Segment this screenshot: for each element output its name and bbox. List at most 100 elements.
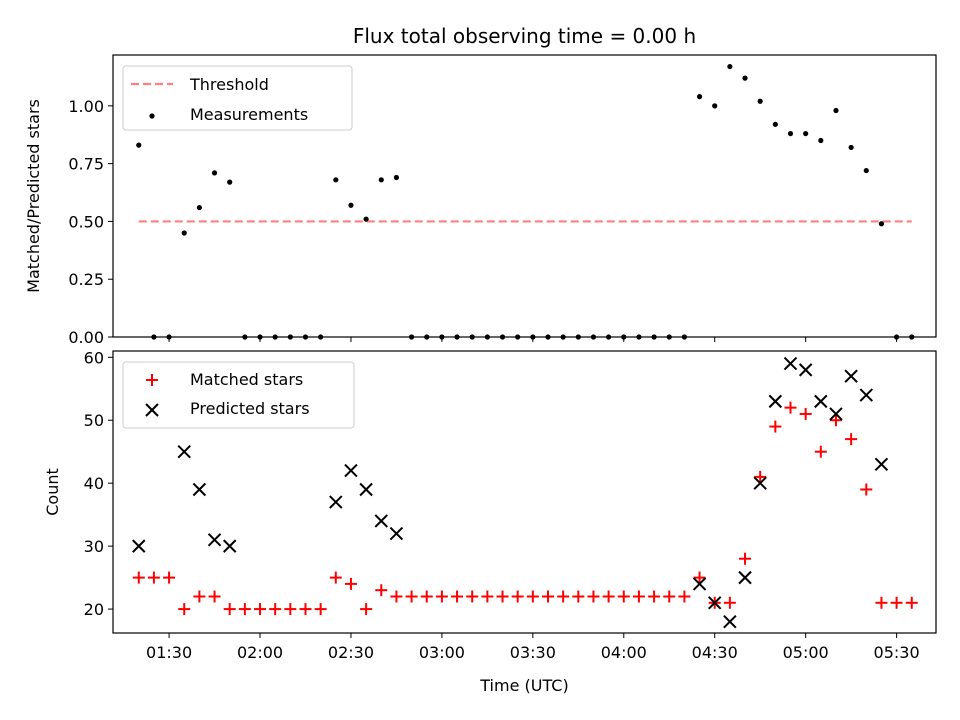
bottom-x-tick-label: 05:30 [874,643,920,662]
bottom-legend: Matched stars Predicted stars [122,361,355,429]
bottom-plot-area [132,356,918,629]
matched-star-point [602,590,615,603]
predicted-star-point [738,570,752,585]
measurement-point [227,179,233,185]
matched-star-point [466,590,479,603]
matched-star-point [481,590,494,603]
measurement-point [211,170,218,176]
bottom-y-tick-label: 40 [84,474,104,493]
bottom-x-tick-label: 02:00 [237,643,283,662]
top-legend-box [122,65,353,131]
matched-star-point [435,590,448,603]
top-chart-title: Flux total observing time = 0.00 h [353,24,696,48]
matched-star-point [769,420,782,433]
matched-star-point [390,590,403,603]
matched-legend-label: Matched stars [190,370,303,389]
bottom-x-tick-label: 02:30 [328,643,374,662]
predicted-star-point [859,388,873,402]
top-y-axis: 0.00 0.25 0.50 0.75 1.00 [68,97,113,347]
matched-star-point [344,577,357,590]
predicted-star-point [874,457,889,472]
bottom-x-tick-label: 03:30 [510,643,556,662]
matched-star-point [557,590,570,603]
measurement-point [863,167,869,174]
matched-star-point [223,603,236,616]
measurement-point [363,216,369,222]
measurement-point [742,75,748,81]
top-y-tick-label: 0.00 [68,328,104,347]
bottom-x-tick-label: 01:30 [146,643,192,662]
predicted-star-point [177,445,191,459]
measurement-point [136,142,142,148]
matched-star-point [254,603,267,616]
measurement-point [196,204,202,211]
measurement-point [787,130,794,137]
measurement-point [333,177,339,183]
matched-star-point [329,571,342,584]
measurements-legend-swatch [149,113,155,119]
measurement-point [393,174,400,181]
top-y-tick-label: 0.75 [68,155,104,174]
matched-star-point [132,571,145,584]
measurement-point [772,121,778,127]
top-y-tick-label: 1.00 [68,97,104,116]
matched-star-point [784,401,797,414]
matched-star-point [269,603,282,616]
top-plot-frame [112,54,937,338]
predicted-legend-swatch [145,403,159,417]
predicted-star-point [783,356,798,371]
measurement-point [348,202,354,208]
matched-star-point [284,603,297,616]
top-y-axis-label: Matched/Predicted stars [24,99,43,293]
matched-star-point [238,603,251,616]
predicted-star-point [753,476,767,490]
measurement-point [803,130,809,137]
predicted-star-point [798,363,813,377]
top-legend: Threshold Measurements [122,65,353,131]
matched-star-point [905,596,918,609]
matched-star-point [405,590,418,603]
bottom-y-tick-label: 50 [84,411,104,430]
matched-star-point [496,590,509,603]
measurement-point [818,137,824,144]
bottom-x-tick-label: 05:00 [783,643,829,662]
predicted-star-point [723,614,737,629]
predicted-star-point [844,369,858,383]
predicted-star-point [329,495,343,509]
matched-star-point [632,590,645,603]
predicted-star-point [374,514,388,528]
matched-star-point [693,571,706,584]
matched-star-point [723,596,736,609]
top-y-tick-label: 0.25 [68,270,104,289]
measurement-point [833,107,839,114]
predicted-star-point [692,577,707,591]
bottom-plot-frame [112,350,937,634]
matched-star-point [451,590,464,603]
predicted-star-point [344,463,358,478]
predicted-star-point [829,407,843,421]
matched-star-point [375,584,388,597]
matched-star-point [754,470,767,483]
matched-star-point [845,433,858,446]
matched-star-point [799,407,812,420]
matched-star-point [163,571,176,584]
bottom-y-tick-label: 20 [84,600,104,619]
measurement-point [378,177,384,183]
matched-star-point [587,590,600,603]
bottom-x-tick-label: 04:00 [601,643,647,662]
measurement-point [181,230,187,236]
matched-star-point [648,590,661,603]
bottom-legend-box [122,361,355,429]
bottom-x-tick-label: 04:30 [692,643,738,662]
measurement-point [712,103,718,109]
matched-star-point [193,590,206,603]
matched-star-point [314,603,327,616]
matched-star-point [147,571,160,584]
bottom-x-axis-label: Time (UTC) [479,676,568,695]
matched-star-point [360,603,373,616]
bottom-y-axis-label: Count [43,468,62,516]
matched-star-point [178,603,191,616]
measurements-legend-label: Measurements [190,105,308,124]
matched-star-point [572,590,585,603]
